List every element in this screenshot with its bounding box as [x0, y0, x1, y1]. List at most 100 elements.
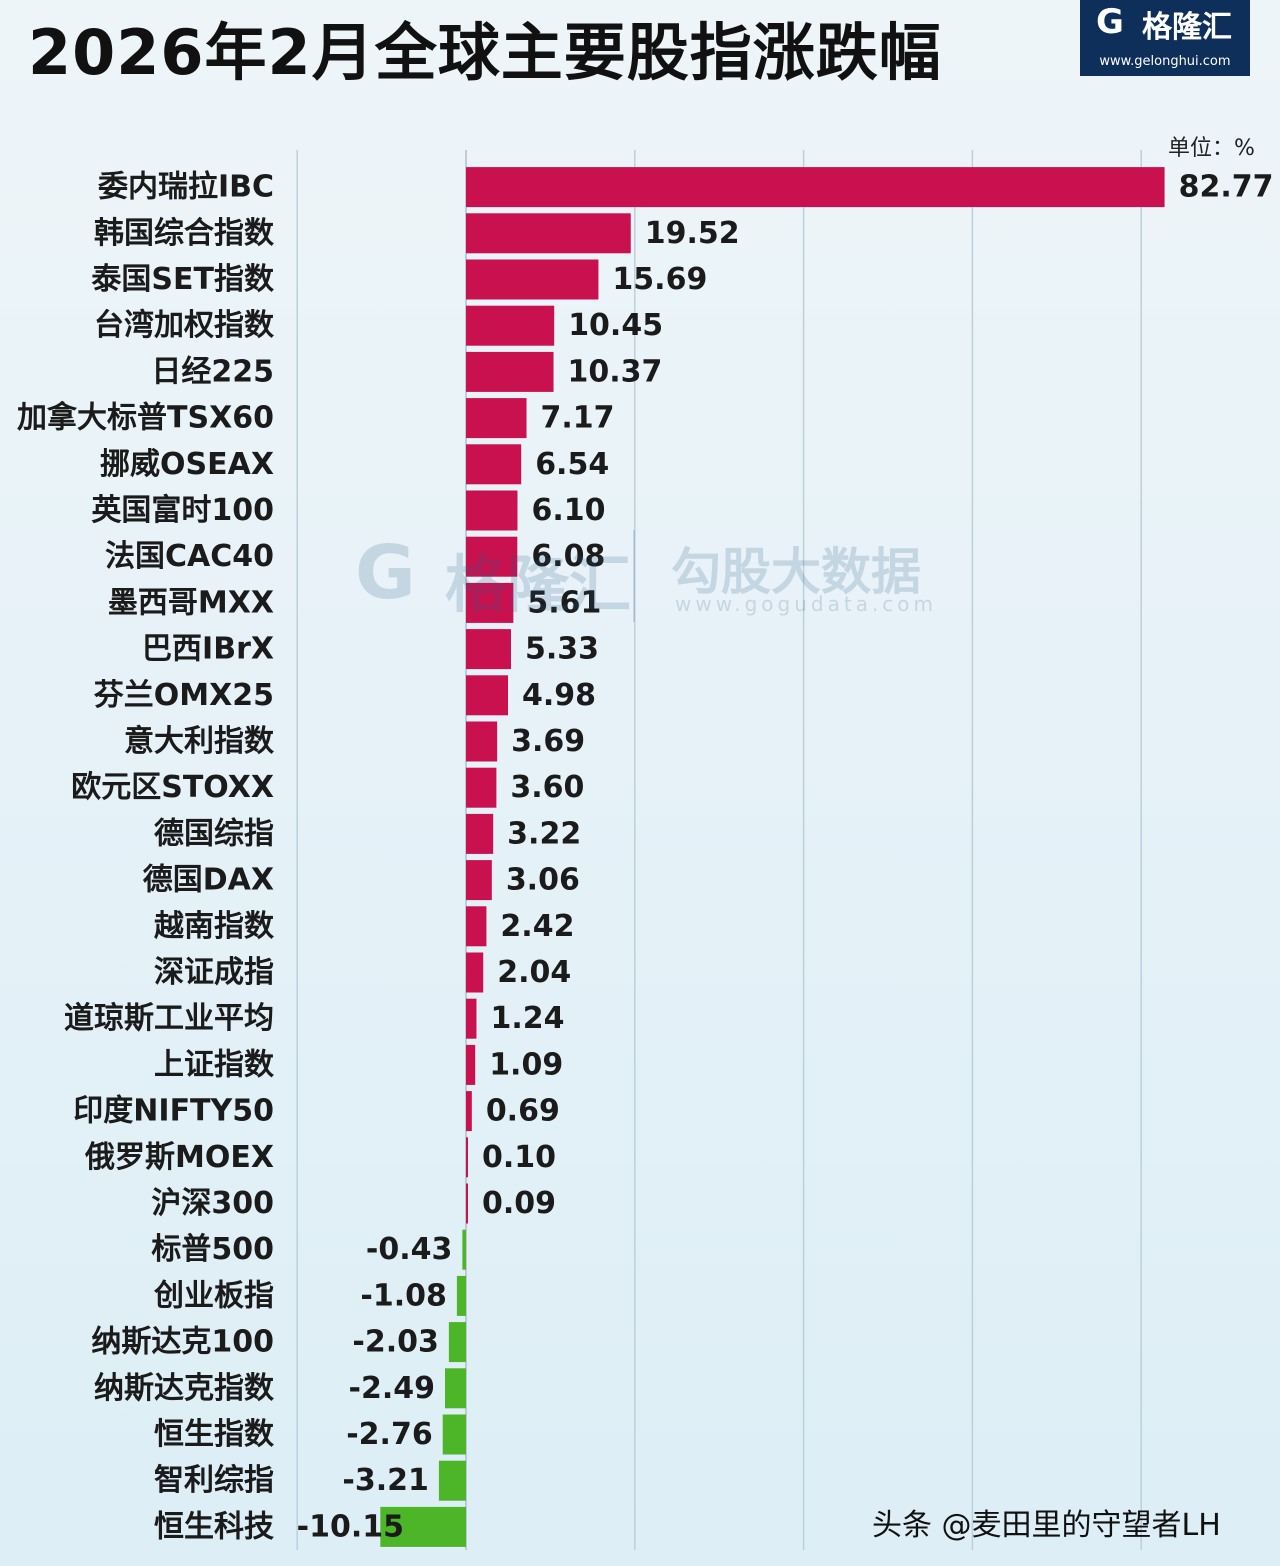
category-label: 委内瑞拉IBC: [98, 170, 274, 205]
value-label: 0.09: [482, 1186, 556, 1221]
bar: [466, 675, 509, 716]
category-label: 创业板指: [153, 1278, 274, 1313]
bar: [438, 1460, 466, 1501]
value-label: 6.54: [535, 447, 609, 482]
category-label: 台湾加权指数: [94, 308, 275, 343]
category-label: 恒生科技: [154, 1509, 274, 1544]
category-label: 泰国SET指数: [91, 262, 275, 297]
bar: [466, 1183, 468, 1224]
bar: [456, 1275, 466, 1316]
logo-g-icon: G: [1096, 2, 1124, 42]
category-label: 智利综指: [154, 1463, 274, 1498]
value-label: 3.60: [510, 770, 584, 805]
labels: 委内瑞拉IBC 82.77 韩国综合指数 19.52 泰国SET指数 15.69 台湾加权指…: [17, 170, 1273, 1545]
category-label: 英国富时100: [91, 493, 274, 528]
category-label: 俄罗斯MOEX: [84, 1140, 274, 1175]
value-label: 1.24: [490, 1001, 564, 1036]
bar: [466, 1137, 468, 1178]
value-label: -3.21: [342, 1463, 428, 1498]
value-label: 3.22: [507, 816, 581, 851]
value-label: -2.49: [349, 1371, 435, 1406]
value-label: 6.10: [531, 493, 605, 528]
logo-url: www.gelonghui.com: [1099, 54, 1231, 69]
value-label: 19.52: [645, 216, 740, 251]
category-label: 挪威OSEAX: [100, 447, 274, 482]
value-label: -0.43: [366, 1232, 452, 1267]
value-label: 4.98: [522, 678, 596, 713]
value-label: 5.61: [527, 585, 601, 620]
category-label: 法国CAC40: [105, 539, 274, 574]
unit-label: 单位：%: [1168, 136, 1255, 161]
bar: [466, 582, 514, 623]
value-label: 3.69: [511, 724, 585, 759]
category-label: 印度NIFTY50: [73, 1094, 274, 1129]
bar: [466, 1044, 476, 1085]
value-label: 2.04: [497, 955, 571, 990]
value-label: 2.42: [500, 909, 574, 944]
bar: [466, 536, 518, 577]
category-label: 纳斯达克指数: [94, 1371, 275, 1406]
category-label: 标普500: [151, 1232, 274, 1267]
footer-credit: 头条 @麦田里的守望者LH: [872, 1508, 1221, 1543]
value-label: -1.08: [360, 1278, 446, 1313]
bar: [462, 1229, 466, 1270]
category-label: 德国综指: [154, 816, 274, 851]
bar: [466, 259, 599, 300]
value-label: 0.69: [486, 1094, 560, 1129]
bar: [466, 490, 518, 531]
category-label: 沪深300: [151, 1186, 274, 1221]
category-label: 韩国综合指数: [94, 216, 275, 251]
chart-title: 2026年2月全球主要股指涨跌幅: [28, 16, 942, 89]
value-label: -10.15: [297, 1509, 404, 1544]
value-label: -2.76: [346, 1417, 432, 1452]
bar: [380, 1506, 466, 1547]
category-label: 加拿大标普TSX60: [17, 401, 274, 436]
category-label: 深证成指: [154, 955, 274, 990]
category-label: 巴西IBrX: [142, 632, 274, 667]
value-label: -2.03: [352, 1325, 438, 1360]
bar: [466, 721, 498, 762]
value-label: 0.10: [482, 1140, 556, 1175]
bar: [466, 351, 554, 392]
value-label: 1.09: [489, 1047, 563, 1082]
bar: [466, 906, 487, 947]
bar: [466, 952, 484, 993]
bar: [466, 860, 492, 901]
bar: [466, 444, 522, 485]
bar: [466, 998, 477, 1039]
category-label: 日经225: [151, 354, 274, 389]
category-label: 越南指数: [154, 909, 275, 944]
value-label: 82.77: [1179, 170, 1274, 205]
value-label: 15.69: [612, 262, 707, 297]
value-label: 7.17: [541, 401, 615, 436]
bar: [466, 398, 527, 439]
value-label: 10.45: [568, 308, 663, 343]
bar: [466, 305, 555, 346]
category-label: 恒生指数: [154, 1417, 275, 1452]
bar: [466, 167, 1165, 208]
category-label: 欧元区STOXX: [71, 770, 274, 805]
bar: [466, 1091, 472, 1132]
value-label: 5.33: [525, 632, 599, 667]
category-label: 德国DAX: [143, 863, 274, 898]
value-label: 3.06: [506, 863, 580, 898]
logo-name: 格隆汇: [1142, 10, 1232, 45]
bar: [448, 1322, 466, 1363]
category-label: 道琼斯工业平均: [64, 1001, 274, 1036]
bar: [466, 213, 631, 254]
category-label: 墨西哥MXX: [108, 585, 274, 620]
bar: [466, 629, 511, 670]
category-label: 纳斯达克100: [91, 1325, 274, 1360]
category-label: 芬兰OMX25: [94, 678, 274, 713]
category-label: 意大利指数: [124, 724, 275, 759]
value-label: 10.37: [568, 354, 663, 389]
value-label: 6.08: [531, 539, 605, 574]
bar: [442, 1414, 466, 1455]
category-label: 上证指数: [154, 1047, 275, 1082]
brand-logo: G 格隆汇 www.gelonghui.com: [1080, 0, 1250, 76]
bar: [466, 813, 494, 854]
bars: [380, 167, 1165, 1547]
bar: [444, 1368, 466, 1409]
bar: [466, 767, 497, 808]
